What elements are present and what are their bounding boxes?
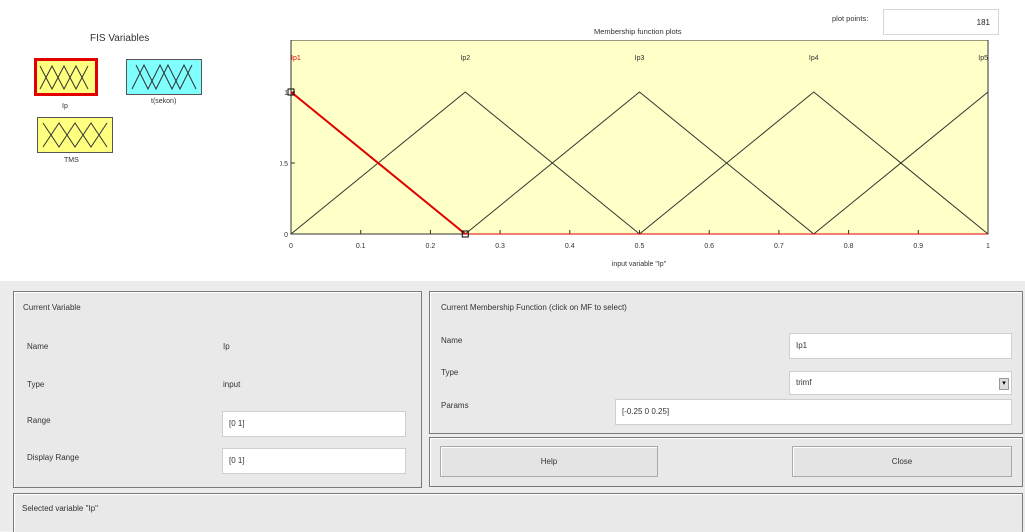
display-range-input[interactable]: [0 1] [222, 448, 406, 474]
fis-variable-ip-label: Ip [62, 103, 68, 110]
x-tick-label: 0.3 [495, 243, 505, 250]
fis-variable-tms[interactable] [37, 117, 113, 153]
cv-type-value: input [223, 380, 241, 389]
mf-label-ip5: Ip5 [978, 55, 988, 62]
x-tick-label: 0 [289, 243, 293, 250]
current-variable-panel: Current Variable Name Ip Type input Rang… [13, 291, 422, 488]
fis-editor-top-area: FIS Variables Ip t(sekon) TMS plot point… [0, 0, 1025, 281]
mf-label-ip2: Ip2 [460, 55, 470, 62]
mf-curve-ip3[interactable] [464, 91, 815, 235]
mf-name-label: Name [441, 336, 463, 345]
mf-params-label: Params [441, 401, 469, 410]
help-button[interactable]: Help [440, 446, 658, 477]
cv-type-label: Type [27, 380, 45, 389]
x-tick-label: 0.7 [774, 243, 784, 250]
current-variable-heading: Current Variable [23, 303, 81, 312]
fis-variable-tms-label: TMS [64, 157, 79, 164]
range-input[interactable]: [0 1] [222, 411, 406, 437]
cv-range-label: Range [27, 416, 51, 425]
fis-variable-t-sekon[interactable] [126, 59, 202, 95]
button-panel: Help Close [429, 437, 1023, 487]
mf-shape-icon [126, 59, 202, 95]
mf-curve-ip2[interactable] [290, 91, 640, 235]
status-bar: Selected variable "Ip" [13, 493, 1023, 532]
mf-type-select[interactable]: trimf ▾ [789, 371, 1012, 395]
plot-points-input[interactable]: 181 [883, 9, 999, 35]
mf-shape-icon [34, 58, 98, 96]
mf-curve-ip1[interactable] [290, 91, 466, 235]
x-axis-label: input variable "Ip" [612, 261, 667, 268]
cv-display-range-label: Display Range [27, 453, 80, 462]
fis-variable-t-sekon-label: t(sekon) [151, 98, 177, 105]
status-text: Selected variable "Ip" [22, 504, 98, 513]
y-tick-label: 0.5 [280, 161, 288, 168]
mf-label-ip4: Ip4 [809, 55, 819, 62]
mf-name-input[interactable]: Ip1 [789, 333, 1012, 359]
mf-curve-ip4[interactable] [639, 91, 989, 235]
x-tick-label: 0.4 [565, 243, 575, 250]
x-tick-label: 0.6 [704, 243, 714, 250]
mf-params-input[interactable]: [-0.25 0 0.25] [615, 399, 1012, 425]
plot-points-label: plot points: [832, 14, 869, 23]
x-tick-label: 0.5 [635, 243, 645, 250]
x-tick-label: 1 [986, 243, 990, 250]
y-tick-label: 1 [284, 90, 288, 97]
mf-label-ip1: Ip1 [291, 55, 301, 62]
x-tick-label: 0.2 [426, 243, 436, 250]
fis-editor-bottom-area: Current Variable Name Ip Type input Rang… [0, 281, 1025, 532]
fis-variables-title: FIS Variables [90, 33, 150, 44]
cv-name-value: Ip [223, 342, 230, 351]
chevron-down-icon[interactable]: ▾ [999, 378, 1009, 390]
mf-label-ip3: Ip3 [635, 55, 645, 62]
current-mf-heading: Current Membership Function (click on MF… [441, 303, 627, 312]
mf-type-label: Type [441, 368, 459, 377]
fis-variable-ip[interactable] [34, 58, 98, 96]
current-mf-panel: Current Membership Function (click on MF… [429, 291, 1023, 434]
membership-function-plot[interactable]: 0 0.1 0.2 0.3 0.4 0.5 0.6 0.7 0.8 0.9 1 0 0.5 1 Ip1 Ip2… [280, 40, 1000, 272]
x-tick-label: 0.9 [913, 243, 923, 250]
mf-plot-title: Membership function plots [594, 27, 682, 36]
mf-vertex-handle[interactable] [287, 88, 295, 96]
mf-vertex-handle[interactable] [461, 230, 469, 238]
mf-shape-icon [37, 117, 113, 153]
plot-area [290, 40, 989, 235]
x-tick-label: 0.1 [356, 243, 366, 250]
y-tick-label: 0 [284, 232, 288, 239]
x-tick-label: 0.8 [844, 243, 854, 250]
mf-curve-ip5[interactable] [813, 91, 989, 235]
close-button[interactable]: Close [792, 446, 1012, 477]
cv-name-label: Name [27, 342, 49, 351]
mf-type-value: trimf [796, 378, 812, 387]
